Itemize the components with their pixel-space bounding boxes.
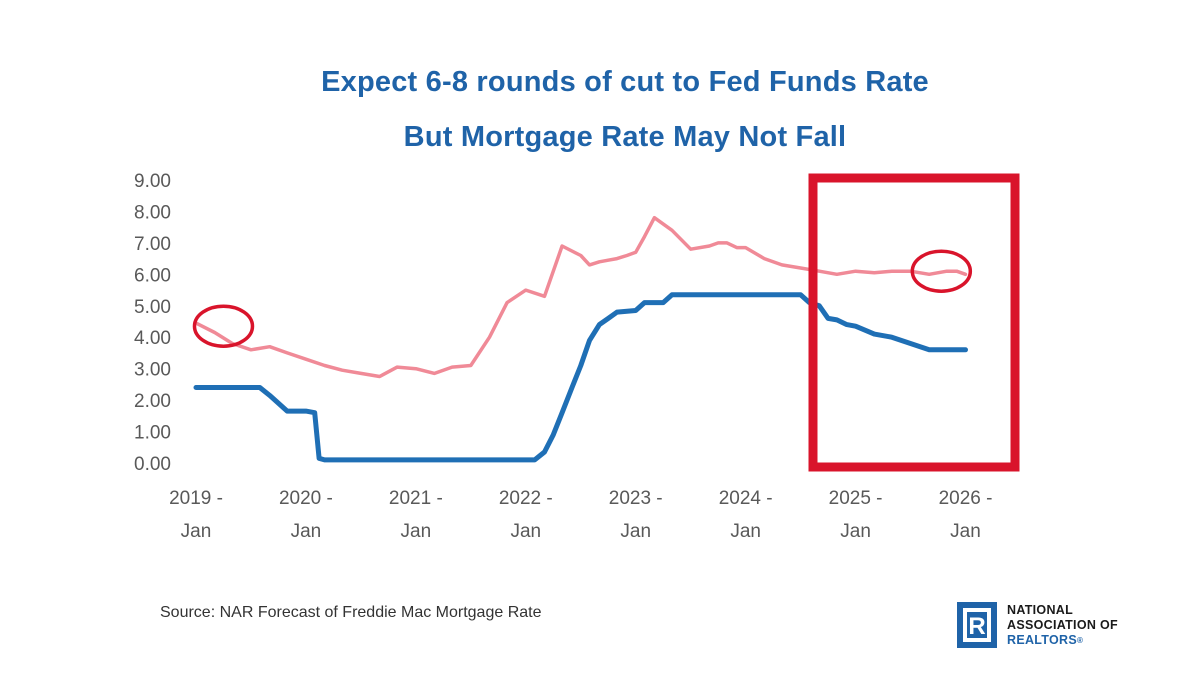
series-line-mortgage [194,215,968,379]
x-tick-label-month: Jan [291,521,322,542]
x-tick-label-year: 2026 - [939,488,993,509]
y-tick-label: 0.00 [134,454,171,475]
logo-text: NATIONAL ASSOCIATION OF REALTORS® [1007,603,1118,648]
x-tick-label-year: 2023 - [609,488,663,509]
logo-line-3-text: REALTORS [1007,633,1077,647]
logo-line-1: NATIONAL [1007,603,1074,617]
x-tick-label-year: 2021 - [389,488,443,509]
x-tick-label-month: Jan [950,521,981,542]
x-tick-label-month: Jan [620,521,651,542]
logo-mark-letter: R [968,613,985,640]
x-tick-label-month: Jan [840,521,871,542]
logo-registered-mark: ® [1077,636,1084,645]
x-tick-label-year: 2025 - [829,488,883,509]
chart-title-line-2: But Mortgage Rate May Not Fall [403,121,847,153]
y-tick-label: 2.00 [134,391,171,412]
x-tick-label-month: Jan [181,521,212,542]
chart-title-line-1: Expect 6-8 rounds of cut to Fed Funds Ra… [321,66,929,98]
highlight-box [808,173,1020,472]
x-tick-label-year: 2022 - [499,488,553,509]
y-tick-label: 6.00 [134,265,171,286]
y-tick-label: 3.00 [134,360,171,381]
x-tick-label-year: 2024 - [719,488,773,509]
y-tick-label: 4.00 [134,328,171,349]
series-line-fed-funds [193,292,968,463]
nar-logo: R NATIONAL ASSOCIATION OF REALTORS® [957,602,1157,652]
logo-line-3: REALTORS® [1007,633,1118,648]
realtor-r-logo-icon: R [957,602,997,648]
y-tick-label: 9.00 [134,171,171,192]
highlight-circle [910,249,973,293]
x-tick-label-year: 2019 - [169,488,223,509]
source-note: Source: NAR Forecast of Freddie Mac Mort… [160,604,542,621]
y-tick-label: 7.00 [134,234,171,255]
x-tick-label-month: Jan [510,521,541,542]
logo-line-2: ASSOCIATION OF [1007,618,1118,632]
x-tick-label-month: Jan [730,521,761,542]
y-tick-label: 5.00 [134,297,171,318]
x-tick-label-month: Jan [401,521,432,542]
x-tick-label-year: 2020 - [279,488,333,509]
y-tick-label: 1.00 [134,423,171,444]
y-tick-label: 8.00 [134,202,171,223]
highlight-circle [192,304,255,348]
